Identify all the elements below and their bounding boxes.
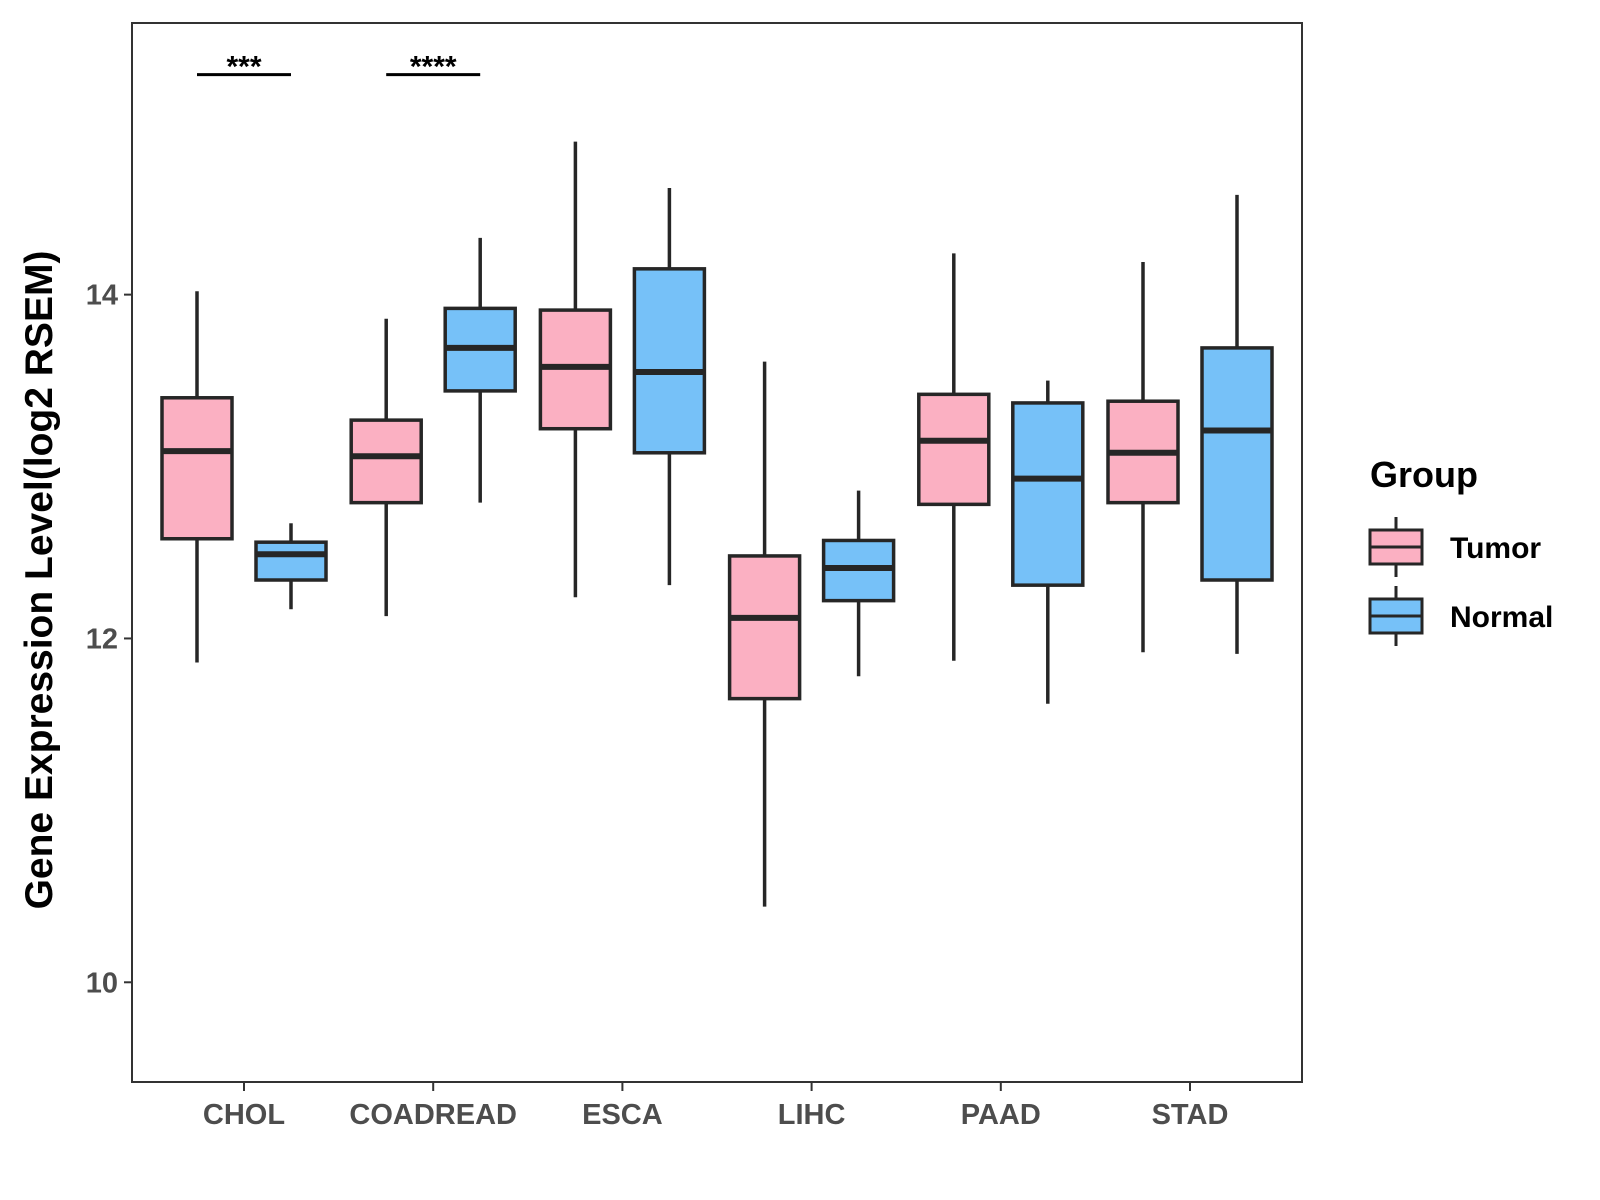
box-iqr bbox=[160, 396, 234, 541]
legend-label-normal: Normal bbox=[1450, 601, 1553, 634]
x-tick-label-stad: STAD bbox=[1152, 1099, 1229, 1131]
box-tumor-lihc bbox=[727, 361, 802, 907]
box-iqr bbox=[632, 267, 707, 455]
box-iqr bbox=[254, 540, 328, 582]
box-tumor-chol bbox=[160, 291, 234, 663]
box-normal-paad bbox=[1011, 380, 1085, 704]
box-iqr bbox=[349, 418, 423, 505]
box-iqr bbox=[1200, 346, 1274, 582]
legend-entry-tumor: Tumor bbox=[1368, 517, 1541, 577]
box-iqr bbox=[727, 554, 802, 701]
legend-title: Group bbox=[1370, 454, 1478, 495]
significance-label: *** bbox=[226, 51, 261, 84]
box-normal-stad bbox=[1200, 194, 1274, 654]
significance-coadread: **** bbox=[386, 51, 481, 84]
box-iqr bbox=[917, 392, 991, 507]
x-tick-label-esca: ESCA bbox=[582, 1099, 663, 1131]
y-axis-title: Gene Expression Level(log2 RSEM) bbox=[18, 251, 61, 910]
y-axis: 10 12 14 bbox=[86, 280, 132, 999]
x-tick-label-chol: CHOL bbox=[203, 1099, 285, 1131]
significance-label: **** bbox=[410, 51, 457, 84]
x-tick-label-coadread: COADREAD bbox=[349, 1099, 517, 1131]
significance-annotations: *** **** bbox=[197, 51, 481, 84]
x-axis: CHOL COADREAD ESCA LIHC PAAD STAD bbox=[203, 1082, 1228, 1131]
box-tumor-esca bbox=[538, 141, 613, 598]
legend-label-tumor: Tumor bbox=[1450, 532, 1541, 565]
x-tick-label-paad: PAAD bbox=[961, 1099, 1041, 1131]
significance-chol: *** bbox=[197, 51, 291, 84]
legend-entry-normal: Normal bbox=[1368, 586, 1553, 646]
box-iqr bbox=[1011, 401, 1085, 587]
box-tumor-coadread bbox=[349, 318, 423, 617]
y-tick-label-10: 10 bbox=[86, 967, 118, 999]
y-tick-label-12: 12 bbox=[86, 623, 118, 655]
box-series bbox=[160, 141, 1274, 907]
y-tick-label-14: 14 bbox=[86, 280, 118, 312]
legend: Group Tumor Normal bbox=[1368, 454, 1553, 646]
box-normal-lihc bbox=[821, 490, 896, 677]
box-normal-chol bbox=[254, 523, 328, 610]
box-normal-esca bbox=[632, 188, 707, 586]
box-normal-coadread bbox=[443, 237, 517, 503]
box-tumor-paad bbox=[917, 253, 991, 661]
x-tick-label-lihc: LIHC bbox=[778, 1099, 846, 1131]
box-tumor-stad bbox=[1106, 261, 1180, 653]
